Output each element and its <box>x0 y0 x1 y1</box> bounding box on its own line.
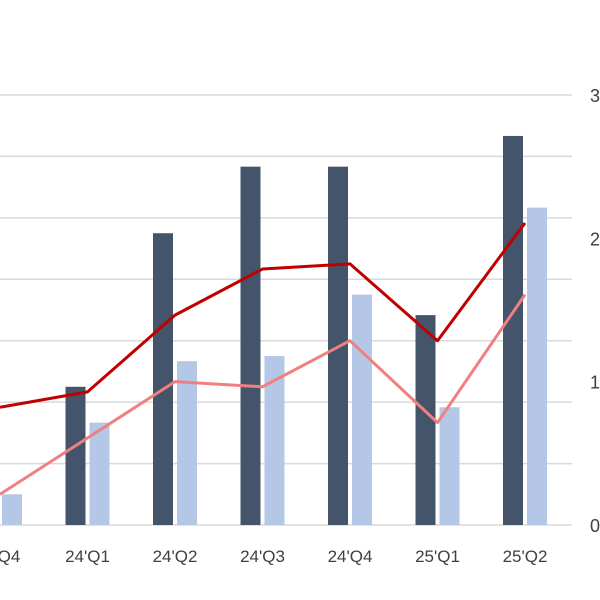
bar-s1-24'Q1 <box>65 386 86 525</box>
bar-s1-25'Q1 <box>415 315 436 525</box>
bar-s2-25'Q1 <box>439 407 460 525</box>
bar-s2-24'Q1 <box>89 422 110 525</box>
bar-s2-24'Q3 <box>264 356 285 525</box>
bar-s1-24'Q3 <box>240 166 261 525</box>
gridlines <box>0 94 572 465</box>
y-tick-label: 1 <box>590 373 600 393</box>
bar-s2-24'Q4 <box>352 294 372 525</box>
line-series-group <box>0 222 527 496</box>
x-axis-ticks: Q4 24'Q1 24'Q2 24'Q3 24'Q4 25'Q1 25'Q2 <box>0 547 547 566</box>
x-tick-label: 25'Q2 <box>503 547 548 566</box>
bar-s2-23'Q4 <box>2 494 22 525</box>
x-tick-label: 24'Q2 <box>153 547 198 566</box>
y-tick-label: 3 <box>590 86 600 106</box>
y-tick-label: 0 <box>590 516 600 536</box>
x-tick-label: 24'Q4 <box>328 547 373 566</box>
bar-s2-24'Q2 <box>177 361 197 525</box>
y-tick-label: 2 <box>590 229 600 249</box>
bar-s2-25'Q2 <box>527 207 547 525</box>
x-tick-label: 25'Q1 <box>415 547 460 566</box>
x-tick-label: 24'Q3 <box>240 547 285 566</box>
line-series-2 <box>0 293 527 496</box>
right-y-axis-ticks: 0 1 2 3 <box>590 86 600 536</box>
x-tick-label: 24'Q1 <box>65 547 110 566</box>
bar-s1-24'Q2 <box>153 233 173 525</box>
bar-series-group <box>2 135 547 525</box>
bar-s1-25'Q2 <box>503 135 523 525</box>
line-series-1 <box>0 222 527 409</box>
x-tick-label: Q4 <box>0 547 20 566</box>
